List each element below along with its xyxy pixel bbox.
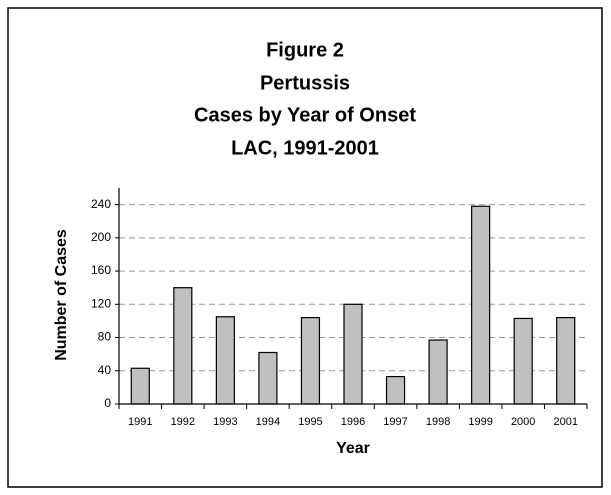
- bar: [300, 317, 321, 405]
- x-tick-label: 1991: [128, 416, 152, 428]
- x-tick-label: 1995: [298, 416, 322, 428]
- chart-title: Cases by Year of Onset: [194, 104, 416, 126]
- frame: [7, 7, 603, 488]
- y-tick-label: 200: [91, 230, 111, 244]
- bar: [556, 317, 576, 405]
- x-tick-label: 1992: [171, 416, 195, 428]
- bar: [258, 351, 278, 405]
- x-tick-label: 1993: [213, 416, 237, 428]
- y-axis-label: Number of Cases: [53, 229, 70, 361]
- x-tick-label: 1997: [383, 416, 407, 428]
- chart-title: Figure 2: [266, 39, 344, 61]
- y-tick-label: 240: [91, 197, 111, 211]
- x-tick-label: 2001: [553, 416, 577, 428]
- chart-title: LAC, 1991-2001: [231, 137, 379, 159]
- y-tick-label: 160: [91, 263, 111, 277]
- y-tick-label: 80: [98, 330, 112, 344]
- y-tick-label: 120: [91, 296, 111, 310]
- bar: [130, 367, 150, 405]
- x-axis-label: Year: [336, 440, 370, 457]
- x-tick-label: 1994: [256, 416, 280, 428]
- x-tick-label: 2000: [511, 416, 535, 428]
- y-tick-label: 0: [104, 396, 111, 410]
- chart-title: Pertussis: [260, 72, 350, 94]
- bar: [215, 316, 235, 405]
- x-tick-label: 1999: [468, 416, 492, 428]
- bar: [385, 375, 406, 405]
- x-tick-label: 1996: [341, 416, 365, 428]
- bar: [173, 287, 193, 405]
- bar: [428, 339, 448, 405]
- bar: [343, 303, 363, 405]
- bar: [513, 317, 533, 405]
- x-tick-label: 1998: [426, 416, 450, 428]
- y-tick-label: 40: [98, 363, 112, 377]
- bar: [471, 205, 491, 405]
